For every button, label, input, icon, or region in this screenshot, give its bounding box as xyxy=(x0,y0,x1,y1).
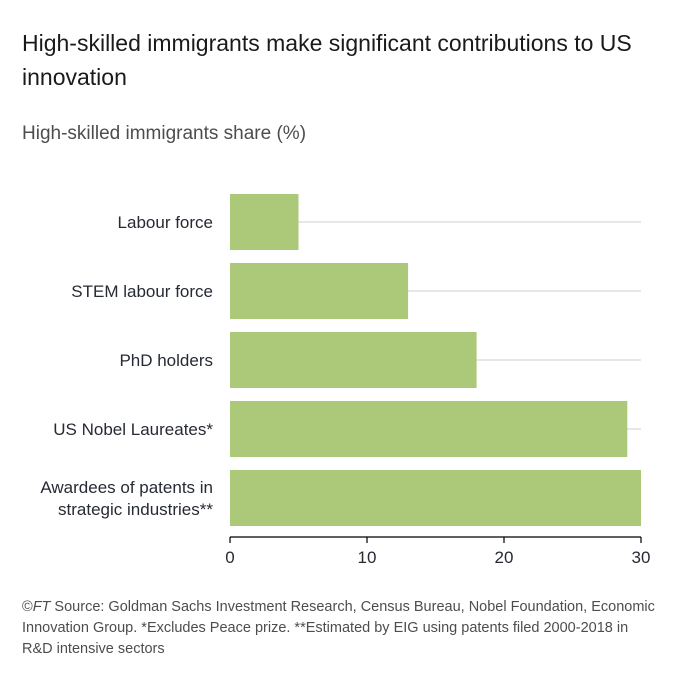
bar xyxy=(230,194,299,250)
category-label: Awardees of patents in xyxy=(40,478,213,497)
x-tick-label: 30 xyxy=(632,548,651,567)
category-label: PhD holders xyxy=(119,351,213,370)
bar-chart: Labour force STEM labour force PhD holders… xyxy=(40,194,651,567)
bar xyxy=(230,401,628,457)
category-label: STEM labour force xyxy=(71,282,213,301)
footer-brand: FT xyxy=(32,599,51,615)
x-tick-label: 10 xyxy=(358,548,377,567)
source-footer: ©FT Source: Goldman Sachs Investment Res… xyxy=(22,597,662,660)
bar xyxy=(230,470,641,526)
chart-title: High-skilled immigrants make significant… xyxy=(22,30,632,90)
category-label: US Nobel Laureates* xyxy=(53,420,213,439)
footer-source-text: Source: Goldman Sachs Investment Researc… xyxy=(22,599,655,657)
footer-copyright: © xyxy=(22,599,33,615)
x-tick-label: 20 xyxy=(495,548,514,567)
chart-subtitle: High-skilled immigrants share (%) xyxy=(22,123,307,144)
category-label: Labour force xyxy=(118,213,213,232)
bar xyxy=(230,332,477,388)
x-tick-label: 0 xyxy=(225,548,234,567)
bar xyxy=(230,263,409,319)
category-label: strategic industries** xyxy=(58,500,213,519)
